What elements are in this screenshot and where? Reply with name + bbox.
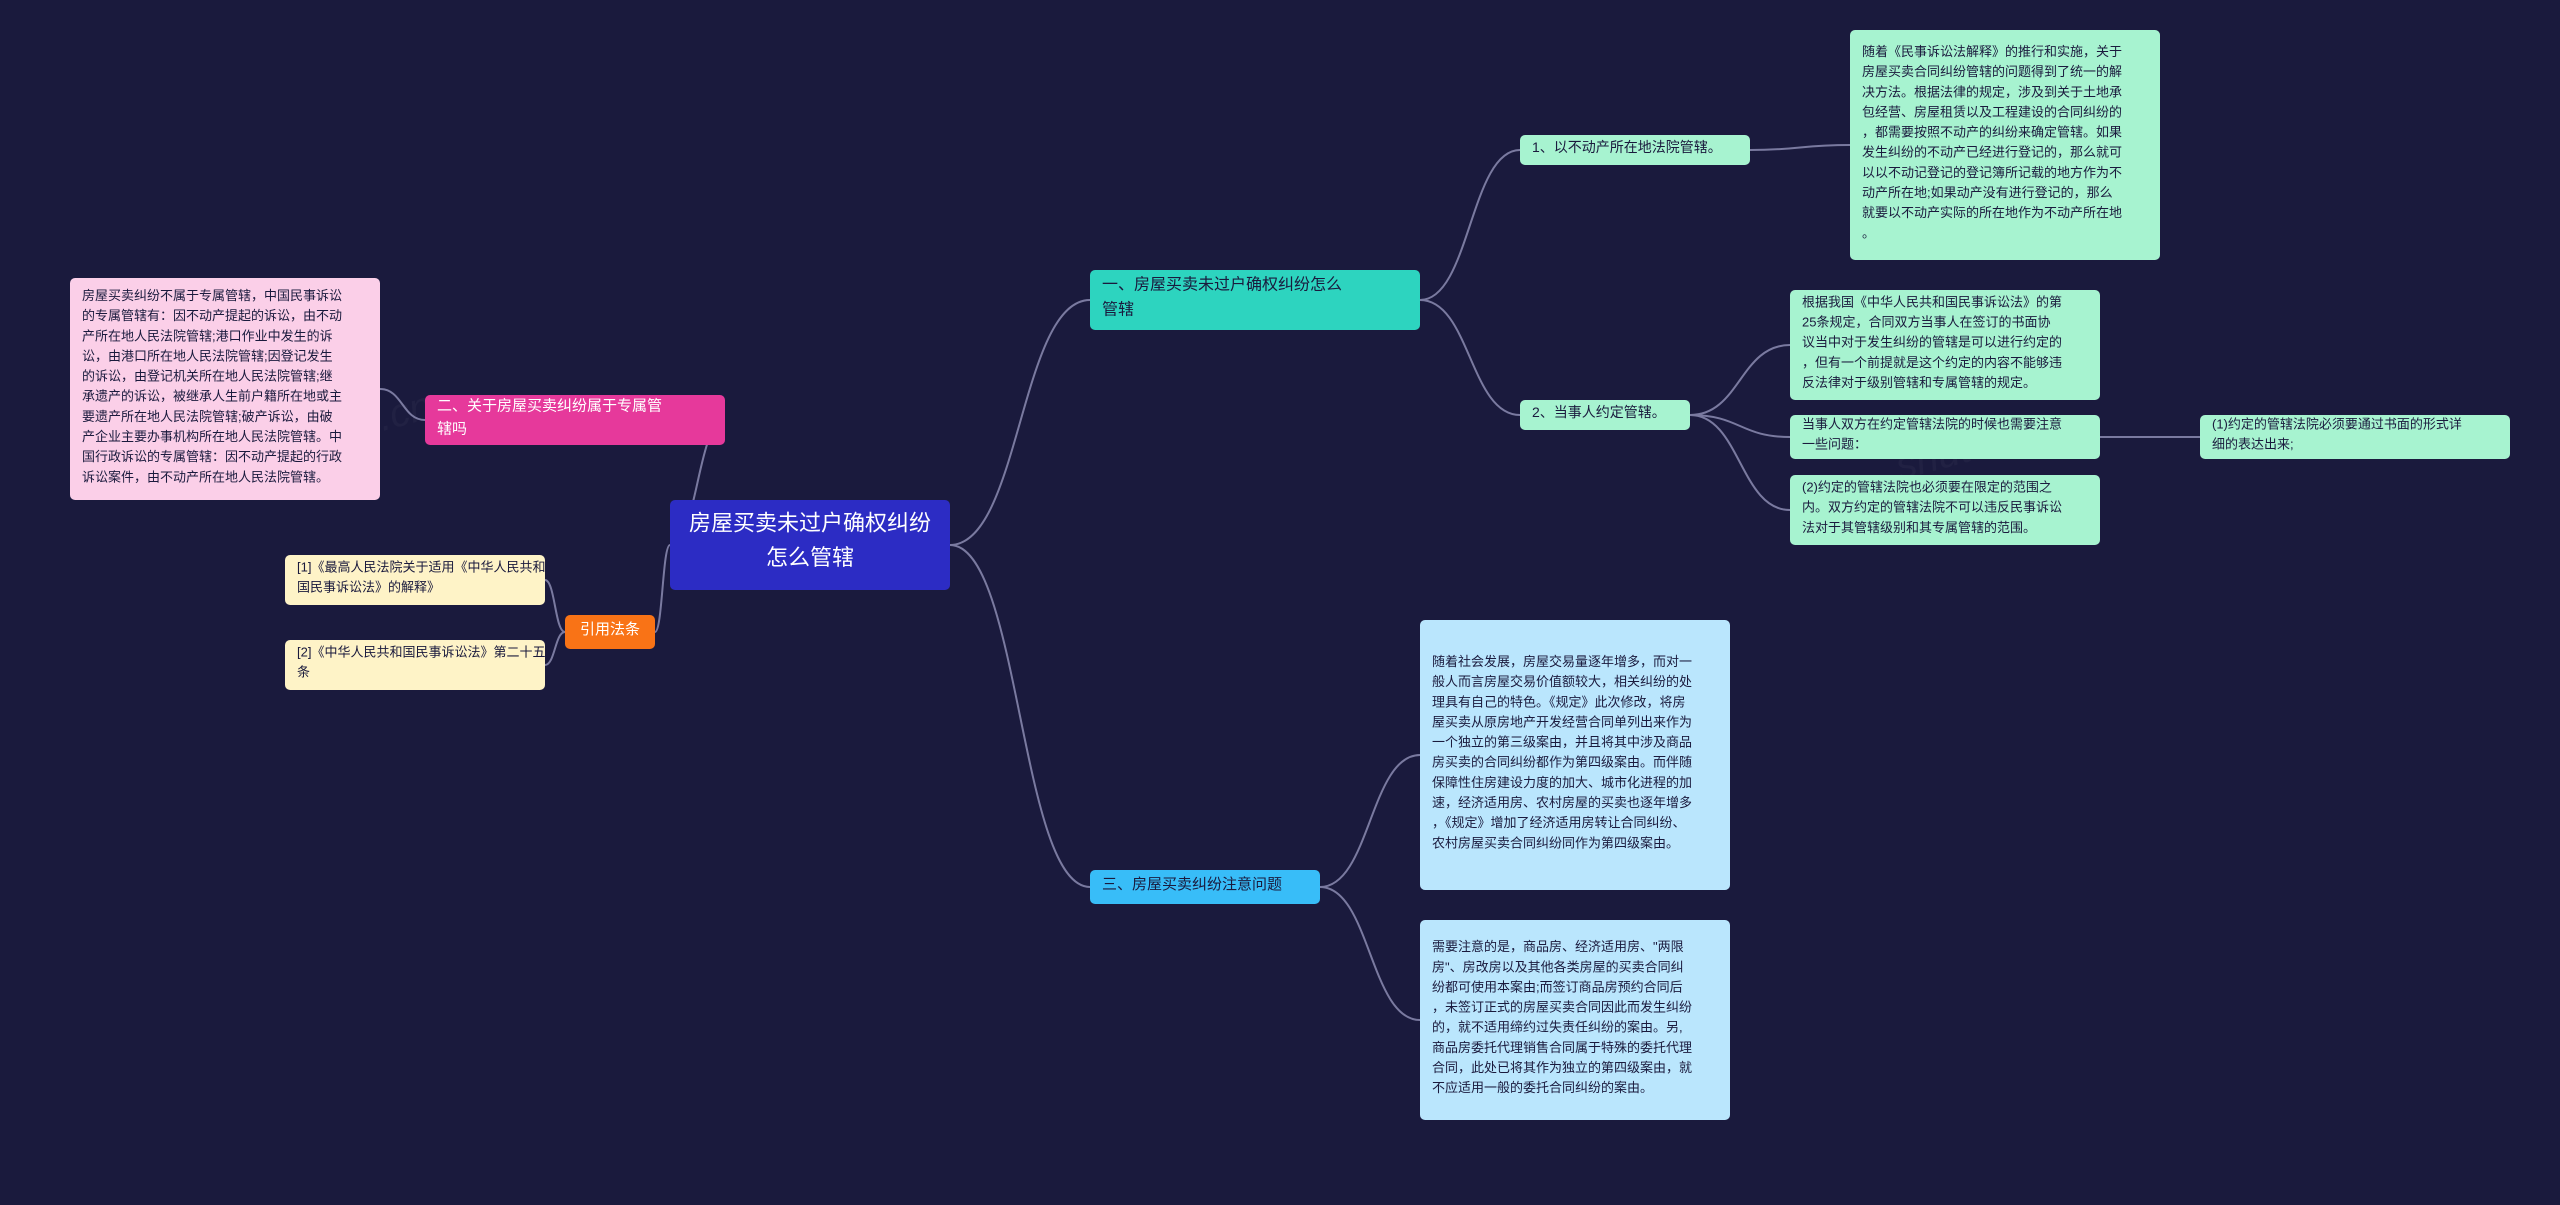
mindmap-node[interactable]: 随着社会发展，房屋交易量逐年增多，而对一般人而言房屋交易价值额较大，相关纠纷的处… (1420, 620, 1730, 890)
node-text: 随着《民事诉讼法解释》的推行和实施，关于 (1862, 44, 2122, 59)
node-text: 讼，由港口所在地人民法院管辖;因登记发生 (82, 348, 333, 363)
mindmap-node[interactable]: 引用法条 (565, 615, 655, 649)
mindmap-node[interactable]: 二、关于房屋买卖纠纷属于专属管辖吗 (425, 395, 725, 445)
node-text: 的诉讼，由登记机关所在地人民法院管辖;继 (82, 369, 333, 384)
mindmap-link (545, 580, 565, 632)
node-text: 细的表达出来; (2212, 437, 2294, 452)
node-text: 合同，此处已将其作为独立的第四级案由，就 (1432, 1060, 1692, 1075)
node-text: 一些问题： (1802, 437, 1867, 452)
node-text: ，未签订正式的房屋买卖合同因此而发生纠纷 (1432, 1000, 1692, 1015)
mindmap-node[interactable]: 三、房屋买卖纠纷注意问题 (1090, 870, 1320, 904)
mindmap-link (1750, 145, 1850, 150)
node-text: 辖吗 (437, 421, 467, 438)
node-text: 。 (1862, 225, 1875, 240)
node-text: 的专属管辖有：因不动产提起的诉讼，由不动 (82, 308, 342, 323)
mindmap-link (1420, 150, 1520, 300)
node-text: 需要注意的是，商品房、经济适用房、"两限 (1432, 939, 1684, 954)
node-text: 管辖 (1102, 300, 1134, 318)
node-text: 产所在地人民法院管辖;港口作业中发生的诉 (82, 328, 333, 343)
node-text: 法对于其管辖级别和其专属管辖的范围。 (1802, 520, 2036, 535)
node-text: 怎么管辖 (766, 545, 854, 570)
node-text: 的，就不适用缔约过失责任纠纷的案由。另, (1432, 1020, 1683, 1035)
node-text: 随着社会发展，房屋交易量逐年增多，而对一 (1432, 654, 1692, 669)
root-node[interactable]: 房屋买卖未过户确权纠纷怎么管辖 (670, 500, 950, 590)
node-text: 发生纠纷的不动产已经进行登记的，那么就可 (1862, 145, 2122, 160)
node-text: 房屋买卖纠纷不属于专属管辖，中国民事诉讼 (82, 288, 342, 303)
node-text: 商品房委托代理销售合同属于特殊的委托代理 (1432, 1040, 1692, 1055)
node-text: 包经营、房屋租赁以及工程建设的合同纠纷的 (1862, 104, 2122, 119)
node-text: 屋买卖从原房地产开发经营合同单列出来作为 (1432, 714, 1692, 729)
mindmap-link (655, 545, 670, 632)
node-text: 纷都可使用本案由;而签订商品房预约合同后 (1432, 979, 1683, 994)
mindmap-node[interactable]: 一、房屋买卖未过户确权纠纷怎么管辖 (1090, 270, 1420, 330)
node-text: 房屋买卖未过户确权纠纷 (689, 511, 931, 536)
node-text: 25条规定，合同双方当事人在签订的书面协 (1802, 314, 2050, 329)
mindmap-node[interactable]: 2、当事人约定管辖。 (1520, 400, 1690, 430)
node-text: 承遗产的诉讼，被继承人生前户籍所在地或主 (82, 389, 342, 404)
node-text: 引用法条 (580, 621, 640, 638)
node-text: 以以不动记登记的登记簿所记载的地方作为不 (1862, 165, 2122, 180)
mindmap-canvas: 树图 shutu.cnshutu.cn房屋买卖未过户确权纠纷怎么管辖一、房屋买卖… (0, 0, 2560, 1205)
mindmap-link (545, 632, 565, 665)
node-text: 内。双方约定的管辖法院不可以违反民事诉讼 (1802, 500, 2062, 515)
mindmap-link (950, 300, 1090, 545)
node-text: 不应适用一般的委托合同纠纷的案由。 (1432, 1080, 1653, 1095)
mindmap-node[interactable]: 当事人双方在约定管辖法院的时候也需要注意一些问题： (1790, 415, 2100, 459)
mindmap-link (1690, 345, 1790, 415)
node-text: 一、房屋买卖未过户确权纠纷怎么 (1102, 276, 1342, 294)
mindmap-node[interactable]: 1、以不动产所在地法院管辖。 (1520, 135, 1750, 165)
node-text: [1]《最高人民法院关于适用《中华人民共和 (297, 560, 545, 575)
node-text: 速，经济适用房、农村房屋的买卖也逐年增多 (1432, 795, 1692, 810)
node-text: 当事人双方在约定管辖法院的时候也需要注意 (1802, 417, 2062, 432)
node-text: (2)约定的管辖法院也必须要在限定的范围之 (1802, 479, 2052, 494)
node-text: 诉讼案件，由不动产所在地人民法院管辖。 (82, 469, 329, 484)
node-text: 保障性住房建设力度的加大、城市化进程的加 (1432, 775, 1692, 790)
mindmap-link (1320, 755, 1420, 887)
node-text: 决方法。根据法律的规定，涉及到关于土地承 (1862, 84, 2122, 99)
node-text: 理具有自己的特色。《规定》此次修改，将房 (1432, 694, 1686, 709)
node-text: 二、关于房屋买卖纠纷属于专属管 (437, 397, 662, 414)
node-text: 国民事诉讼法》的解释》 (297, 580, 440, 595)
node-text: ，但有一个前提就是这个约定的内容不能够违 (1802, 355, 2062, 370)
node-text: 就要以不动产实际的所在地作为不动产所在地 (1862, 205, 2122, 220)
node-text: 要遗产所在地人民法院管辖;破产诉讼，由破 (82, 409, 333, 424)
node-text: 反法律对于级别管辖和专属管辖的规定。 (1802, 375, 2036, 390)
node-text: 农村房屋买卖合同纠纷同作为第四级案由。 (1432, 835, 1679, 850)
node-text: ，都需要按照不动产的纠纷来确定管辖。如果 (1862, 125, 2122, 140)
mindmap-node[interactable]: (2)约定的管辖法院也必须要在限定的范围之内。双方约定的管辖法院不可以违反民事诉… (1790, 475, 2100, 545)
node-text: 三、房屋买卖纠纷注意问题 (1102, 875, 1282, 893)
node-text: 房"、房改房以及其他各类房屋的买卖合同纠 (1432, 959, 1684, 974)
mindmap-link (950, 545, 1090, 887)
mindmap-link (1420, 300, 1520, 415)
mindmap-node[interactable]: [1]《最高人民法院关于适用《中华人民共和国民事诉讼法》的解释》 (285, 555, 545, 605)
mindmap-link (1320, 887, 1420, 1020)
node-text: 1、以不动产所在地法院管辖。 (1532, 139, 1722, 155)
node-text: 产企业主要办事机构所在地人民法院管辖。中 (82, 429, 342, 444)
node-text: 房屋买卖合同纠纷管辖的问题得到了统一的解 (1862, 64, 2122, 79)
mindmap-link (1690, 415, 1790, 510)
node-text: ，《规定》增加了经济适用房转让合同纠纷、 (1432, 815, 1686, 830)
node-text: 般人而言房屋交易价值额较大，相关纠纷的处 (1432, 674, 1692, 689)
mindmap-node[interactable]: 根据我国《中华人民共和国民事诉讼法》的第 25条规定，合同双方当事人在签订的书面协… (1790, 290, 2100, 400)
node-text: 动产所在地;如果动产没有进行登记的，那么 (1862, 185, 2113, 200)
node-text: 2、当事人约定管辖。 (1532, 404, 1666, 420)
mindmap-node[interactable]: 需要注意的是，商品房、经济适用房、"两限房"、房改房以及其他各类房屋的买卖合同纠… (1420, 920, 1730, 1120)
node-text: 条 (297, 665, 310, 680)
node-text: 议当中对于发生纠纷的管辖是可以进行约定的 (1802, 335, 2062, 350)
mindmap-node[interactable]: (1)约定的管辖法院必须要通过书面的形式详细的表达出来; (2200, 415, 2510, 459)
node-text: 根据我国《中华人民共和国民事诉讼法》的第 (1802, 294, 2062, 309)
node-text: 房买卖的合同纠纷都作为第四级案由。而伴随 (1432, 755, 1692, 770)
mindmap-node[interactable]: 随着《民事诉讼法解释》的推行和实施，关于房屋买卖合同纠纷管辖的问题得到了统一的解… (1850, 30, 2160, 260)
node-text: (1)约定的管辖法院必须要通过书面的形式详 (2212, 417, 2462, 432)
node-text: 一个独立的第三级案由，并且将其中涉及商品 (1432, 735, 1692, 750)
node-text: [2]《中华人民共和国民事诉讼法》第二十五 (297, 645, 545, 660)
mindmap-node[interactable]: 房屋买卖纠纷不属于专属管辖，中国民事诉讼的专属管辖有：因不动产提起的诉讼，由不动… (70, 278, 380, 500)
node-text: 国行政诉讼的专属管辖：因不动产提起的行政 (82, 449, 342, 464)
mindmap-node[interactable]: [2]《中华人民共和国民事诉讼法》第二十五条 (285, 640, 545, 690)
